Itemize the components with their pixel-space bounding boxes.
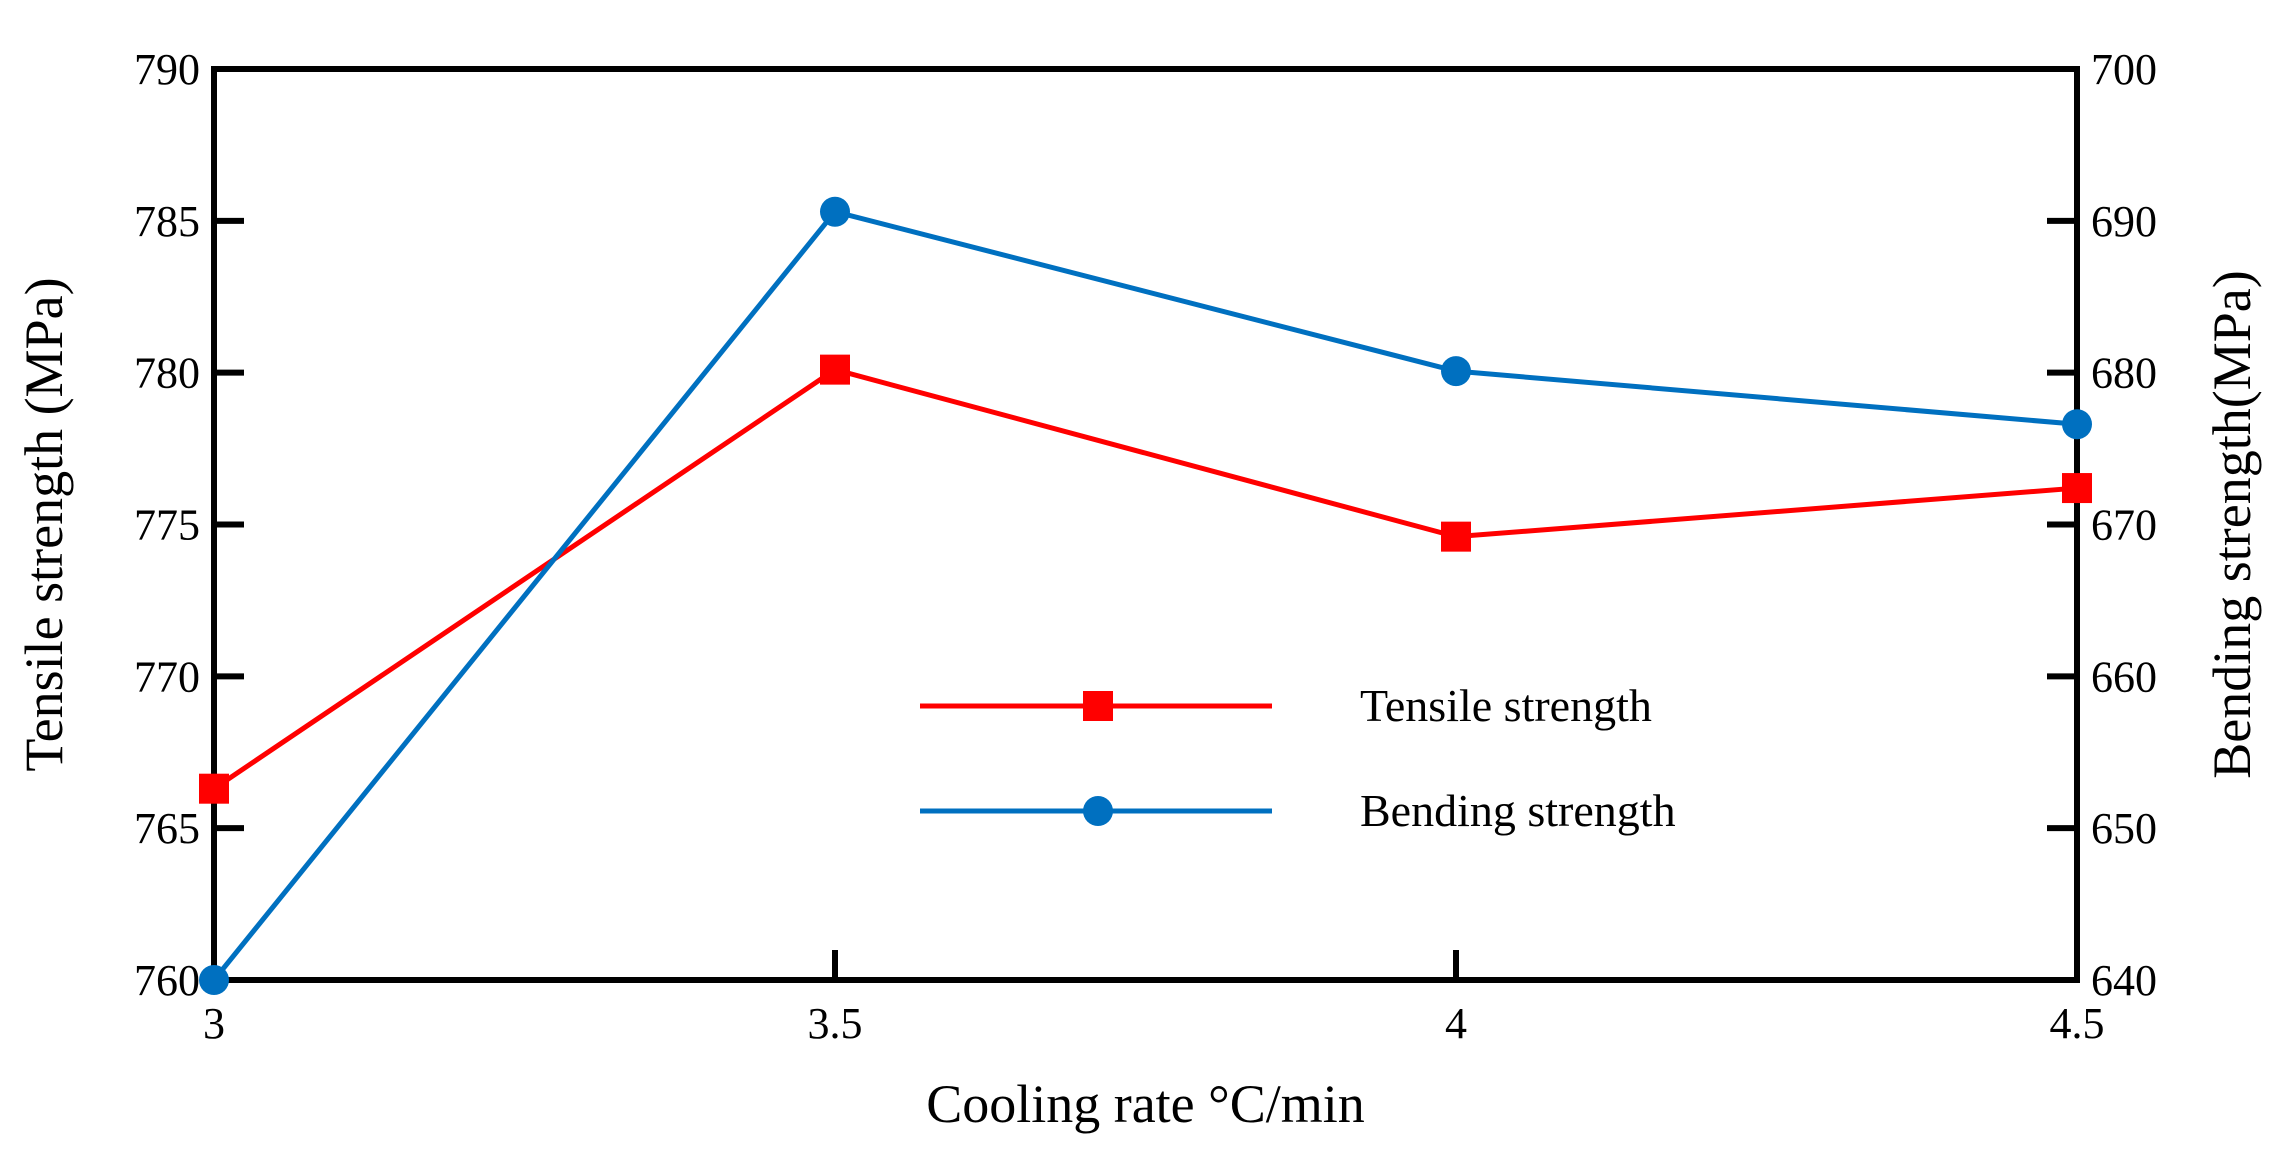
y-axis-right-title: Bending strength(MPa) (2202, 270, 2262, 778)
bending-strength-point (2062, 409, 2092, 440)
y-tick-label: 775 (134, 501, 200, 550)
x-tick-label: 3.5 (808, 999, 863, 1048)
tensile-strength-point (1441, 521, 1471, 552)
y2-tick-label: 660 (2091, 652, 2157, 701)
tensile-strength-point (2062, 473, 2092, 504)
bending-strength-point (199, 965, 229, 995)
y2-tick-label: 700 (2091, 45, 2157, 94)
tensile-strength-point (199, 773, 229, 804)
x-axis-title: Cooling rate °C/min (926, 1074, 1365, 1134)
tensile-strength-line (212, 366, 2078, 791)
bending-strength-point (820, 196, 850, 227)
y-axis-right: 640 650 660 670 680 690 700 (2047, 45, 2157, 1005)
y2-tick-label: 670 (2091, 501, 2157, 550)
y-axis-left-title: Tensile strength (MPa) (14, 277, 74, 771)
y-tick-label: 765 (134, 804, 200, 853)
plot-frame (211, 66, 2080, 983)
bending-strength-line (212, 208, 2078, 982)
x-tick-label: 4.5 (2050, 999, 2105, 1048)
y2-tick-label: 650 (2091, 804, 2157, 853)
tensile-strength-point (820, 354, 850, 385)
bending-strength-point (1441, 356, 1471, 387)
legend-bending-strength-marker (1083, 796, 1113, 826)
x-axis: 3 3.5 4 4.5 (203, 950, 2105, 1048)
plot-border (211, 66, 2080, 983)
y-tick-label: 770 (134, 652, 200, 701)
y-axis-left: 760 765 770 775 780 785 790 (134, 45, 244, 1005)
y-tick-label: 780 (134, 349, 200, 398)
y-tick-label: 785 (134, 197, 200, 246)
legend-bending-strength-label: Bending strength (1360, 785, 1676, 836)
y2-tick-label: 690 (2091, 197, 2157, 246)
legend-tensile-strength-marker (1083, 691, 1113, 721)
y-tick-label: 760 (134, 956, 200, 1005)
series-layer (199, 196, 2092, 995)
y2-tick-label: 680 (2091, 349, 2157, 398)
y-tick-label: 790 (134, 45, 200, 94)
y2-tick-label: 640 (2091, 956, 2157, 1005)
x-tick-label: 4 (1445, 999, 1467, 1048)
legend: Tensile strength Bending strength (920, 680, 1676, 836)
x-tick-label: 3 (203, 999, 225, 1048)
legend-tensile-strength-label: Tensile strength (1360, 680, 1652, 731)
